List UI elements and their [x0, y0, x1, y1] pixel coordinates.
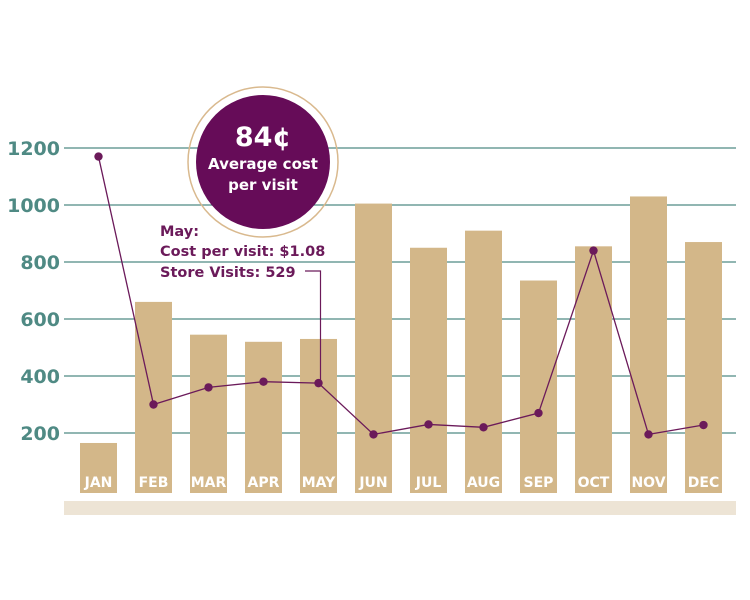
- x-tick-label: NOV: [631, 475, 665, 491]
- annotation-store-visits: Store Visits: 529: [160, 265, 296, 281]
- line-point-nov: [644, 430, 653, 439]
- y-tick-labels: 200 400 600 800 1000 1200: [7, 138, 60, 445]
- bar-oct: [575, 246, 612, 493]
- line-point-dec: [699, 420, 708, 430]
- line-point-jan: [94, 152, 103, 161]
- x-category-labels: JAN FEB MAR APR MAY JUN JUL AUG SEP OCT NOV DEC: [84, 475, 720, 491]
- gridlines: [64, 147, 736, 434]
- annotation-connector: [305, 270, 322, 381]
- line-point-oct: [589, 246, 598, 255]
- line-point-sep: [534, 408, 543, 418]
- x-tick-label: FEB: [139, 475, 169, 491]
- y-tick-label: 200: [20, 423, 60, 445]
- y-tick-label: 400: [20, 366, 60, 388]
- line-point-feb: [149, 400, 158, 409]
- x-tick-label: MAR: [191, 475, 227, 491]
- line-point-apr: [259, 377, 268, 386]
- x-tick-label: MAY: [302, 475, 336, 491]
- bar-feb: [135, 301, 172, 493]
- cost-per-visit-line: [94, 152, 708, 439]
- bar-mar: [190, 334, 227, 493]
- average-cost-badge: 84¢ Average cost per visit: [187, 86, 339, 238]
- y-tick-label: 800: [20, 252, 60, 274]
- bar-nov: [630, 196, 667, 493]
- x-axis-band: [64, 501, 736, 515]
- bars: [80, 196, 722, 493]
- x-tick-label: JUN: [358, 475, 387, 491]
- line-point-may: [314, 378, 323, 388]
- x-tick-label: AUG: [467, 475, 500, 491]
- line-point-mar: [204, 383, 213, 392]
- annotation-cost-per-visit: Cost per visit: $1.08: [160, 244, 325, 260]
- badge-label-line1: Average cost: [208, 155, 318, 173]
- bar-apr: [245, 341, 282, 493]
- bar-dec: [685, 242, 722, 493]
- badge-label-line2: per visit: [228, 176, 298, 194]
- may-annotation: May: Cost per visit: $1.08 Store Visits:…: [160, 224, 325, 381]
- series-line: [97, 156, 704, 436]
- bar-jul: [410, 247, 447, 493]
- bar-may: [300, 338, 337, 493]
- line-point-jul: [424, 420, 433, 429]
- bar-aug: [465, 230, 502, 493]
- x-tick-label: SEP: [524, 475, 554, 491]
- badge-circle: [196, 95, 330, 229]
- bar-sep: [520, 280, 557, 493]
- y-tick-label: 600: [20, 309, 60, 331]
- badge-ring: [187, 86, 339, 238]
- x-tick-label: JAN: [84, 475, 113, 491]
- x-tick-label: DEC: [688, 475, 719, 491]
- badge-value: 84¢: [235, 122, 291, 153]
- y-tick-label: 1000: [7, 195, 60, 217]
- bar-jan: [80, 442, 117, 493]
- bar-jun: [355, 203, 392, 493]
- annotation-title: May:: [160, 224, 199, 240]
- line-point-aug: [479, 423, 488, 432]
- y-tick-label: 1200: [7, 138, 60, 160]
- x-tick-label: JUL: [415, 475, 442, 491]
- x-tick-label: OCT: [578, 475, 610, 491]
- x-tick-label: APR: [248, 475, 280, 491]
- line-point-jun: [369, 430, 378, 439]
